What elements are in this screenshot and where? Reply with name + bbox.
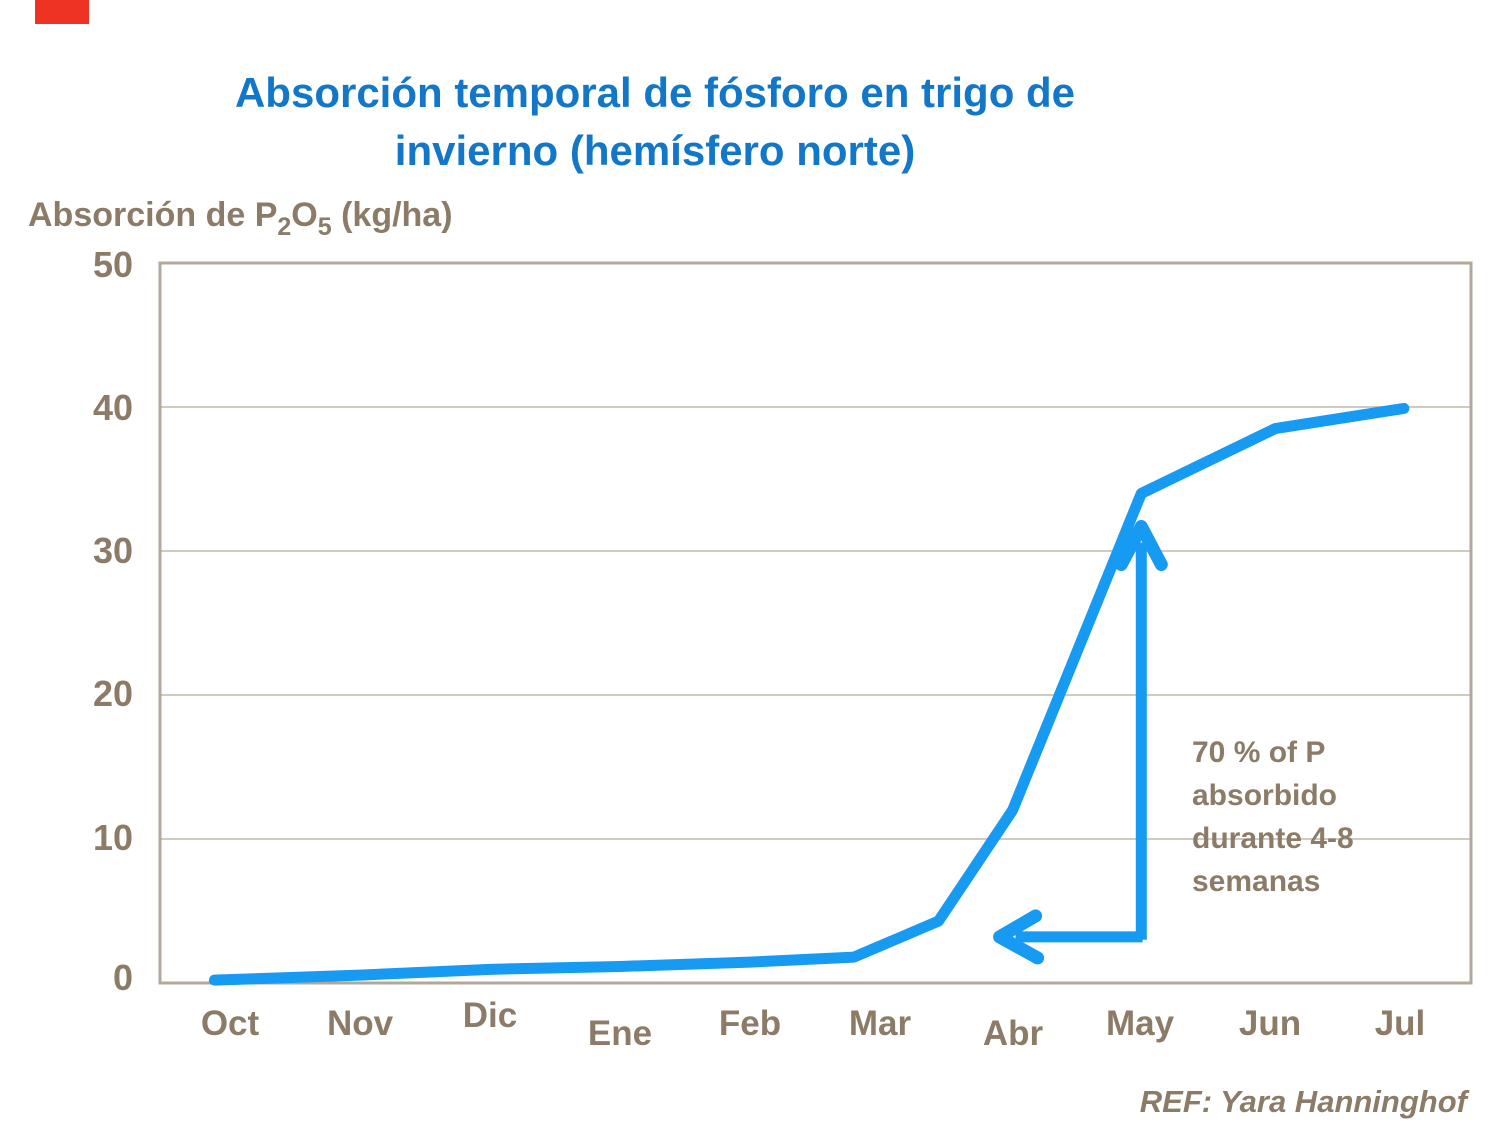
y-axis-title-sub5: 5 — [317, 213, 332, 241]
x-tick-label-oct: Oct — [200, 1004, 260, 1043]
horizontal-arrow-head — [993, 909, 1045, 965]
x-tick-label-jul: Jul — [1374, 1004, 1426, 1043]
y-tick-label-30: 30 — [92, 530, 133, 571]
chart-title-line1: Absorción temporal de fósforo en trigo d… — [234, 69, 1076, 116]
x-tick-label-abr: Abr — [982, 1014, 1044, 1053]
y-axis-title-sub2: 2 — [277, 213, 292, 241]
x-tick-label-may: May — [1105, 1004, 1175, 1043]
absorption-line — [208, 402, 1410, 986]
annotation-line2: absorbido — [1192, 779, 1338, 812]
x-tick-label-nov: Nov — [326, 1004, 394, 1043]
y-tick-label-50: 50 — [92, 244, 133, 285]
chart-title: Absorción temporal de fósforo en trigo d… — [150, 64, 1160, 180]
x-tick-label-dic: Dic — [462, 996, 518, 1035]
x-tick-label-ene: Ene — [587, 1014, 653, 1053]
chart-title-line2: invierno (hemísfero norte) — [394, 127, 916, 174]
plot-frame — [158, 261, 1473, 985]
annotation-line1: 70 % of P — [1192, 736, 1326, 769]
y-axis-title: Absorción de P2O5 (kg/ha) — [28, 196, 453, 240]
y-axis-title-units: (kg/ha) — [331, 196, 453, 234]
y-axis-title-text: Absorción de P — [28, 196, 278, 234]
x-tick-label-feb: Feb — [718, 1004, 782, 1043]
y-axis-title-o: O — [291, 196, 318, 234]
reference-text: REF: Yara Hanninghof — [1139, 1084, 1467, 1119]
y-tick-label-0: 0 — [112, 957, 133, 998]
annotation-line3: durante 4-8 — [1192, 822, 1354, 855]
red-accent-bar — [35, 0, 89, 24]
y-tick-label-10: 10 — [92, 817, 133, 858]
x-tick-label-jun: Jun — [1238, 1004, 1302, 1043]
y-tick-label-40: 40 — [92, 387, 133, 428]
annotation-70pct: 70 % of P absorbido durante 4-8 semanas — [1192, 731, 1412, 903]
x-tick-label-mar: Mar — [848, 1004, 912, 1043]
y-tick-label-20: 20 — [92, 673, 133, 714]
vertical-arrow-head — [1114, 520, 1168, 572]
annotation-line4: semanas — [1192, 865, 1321, 898]
